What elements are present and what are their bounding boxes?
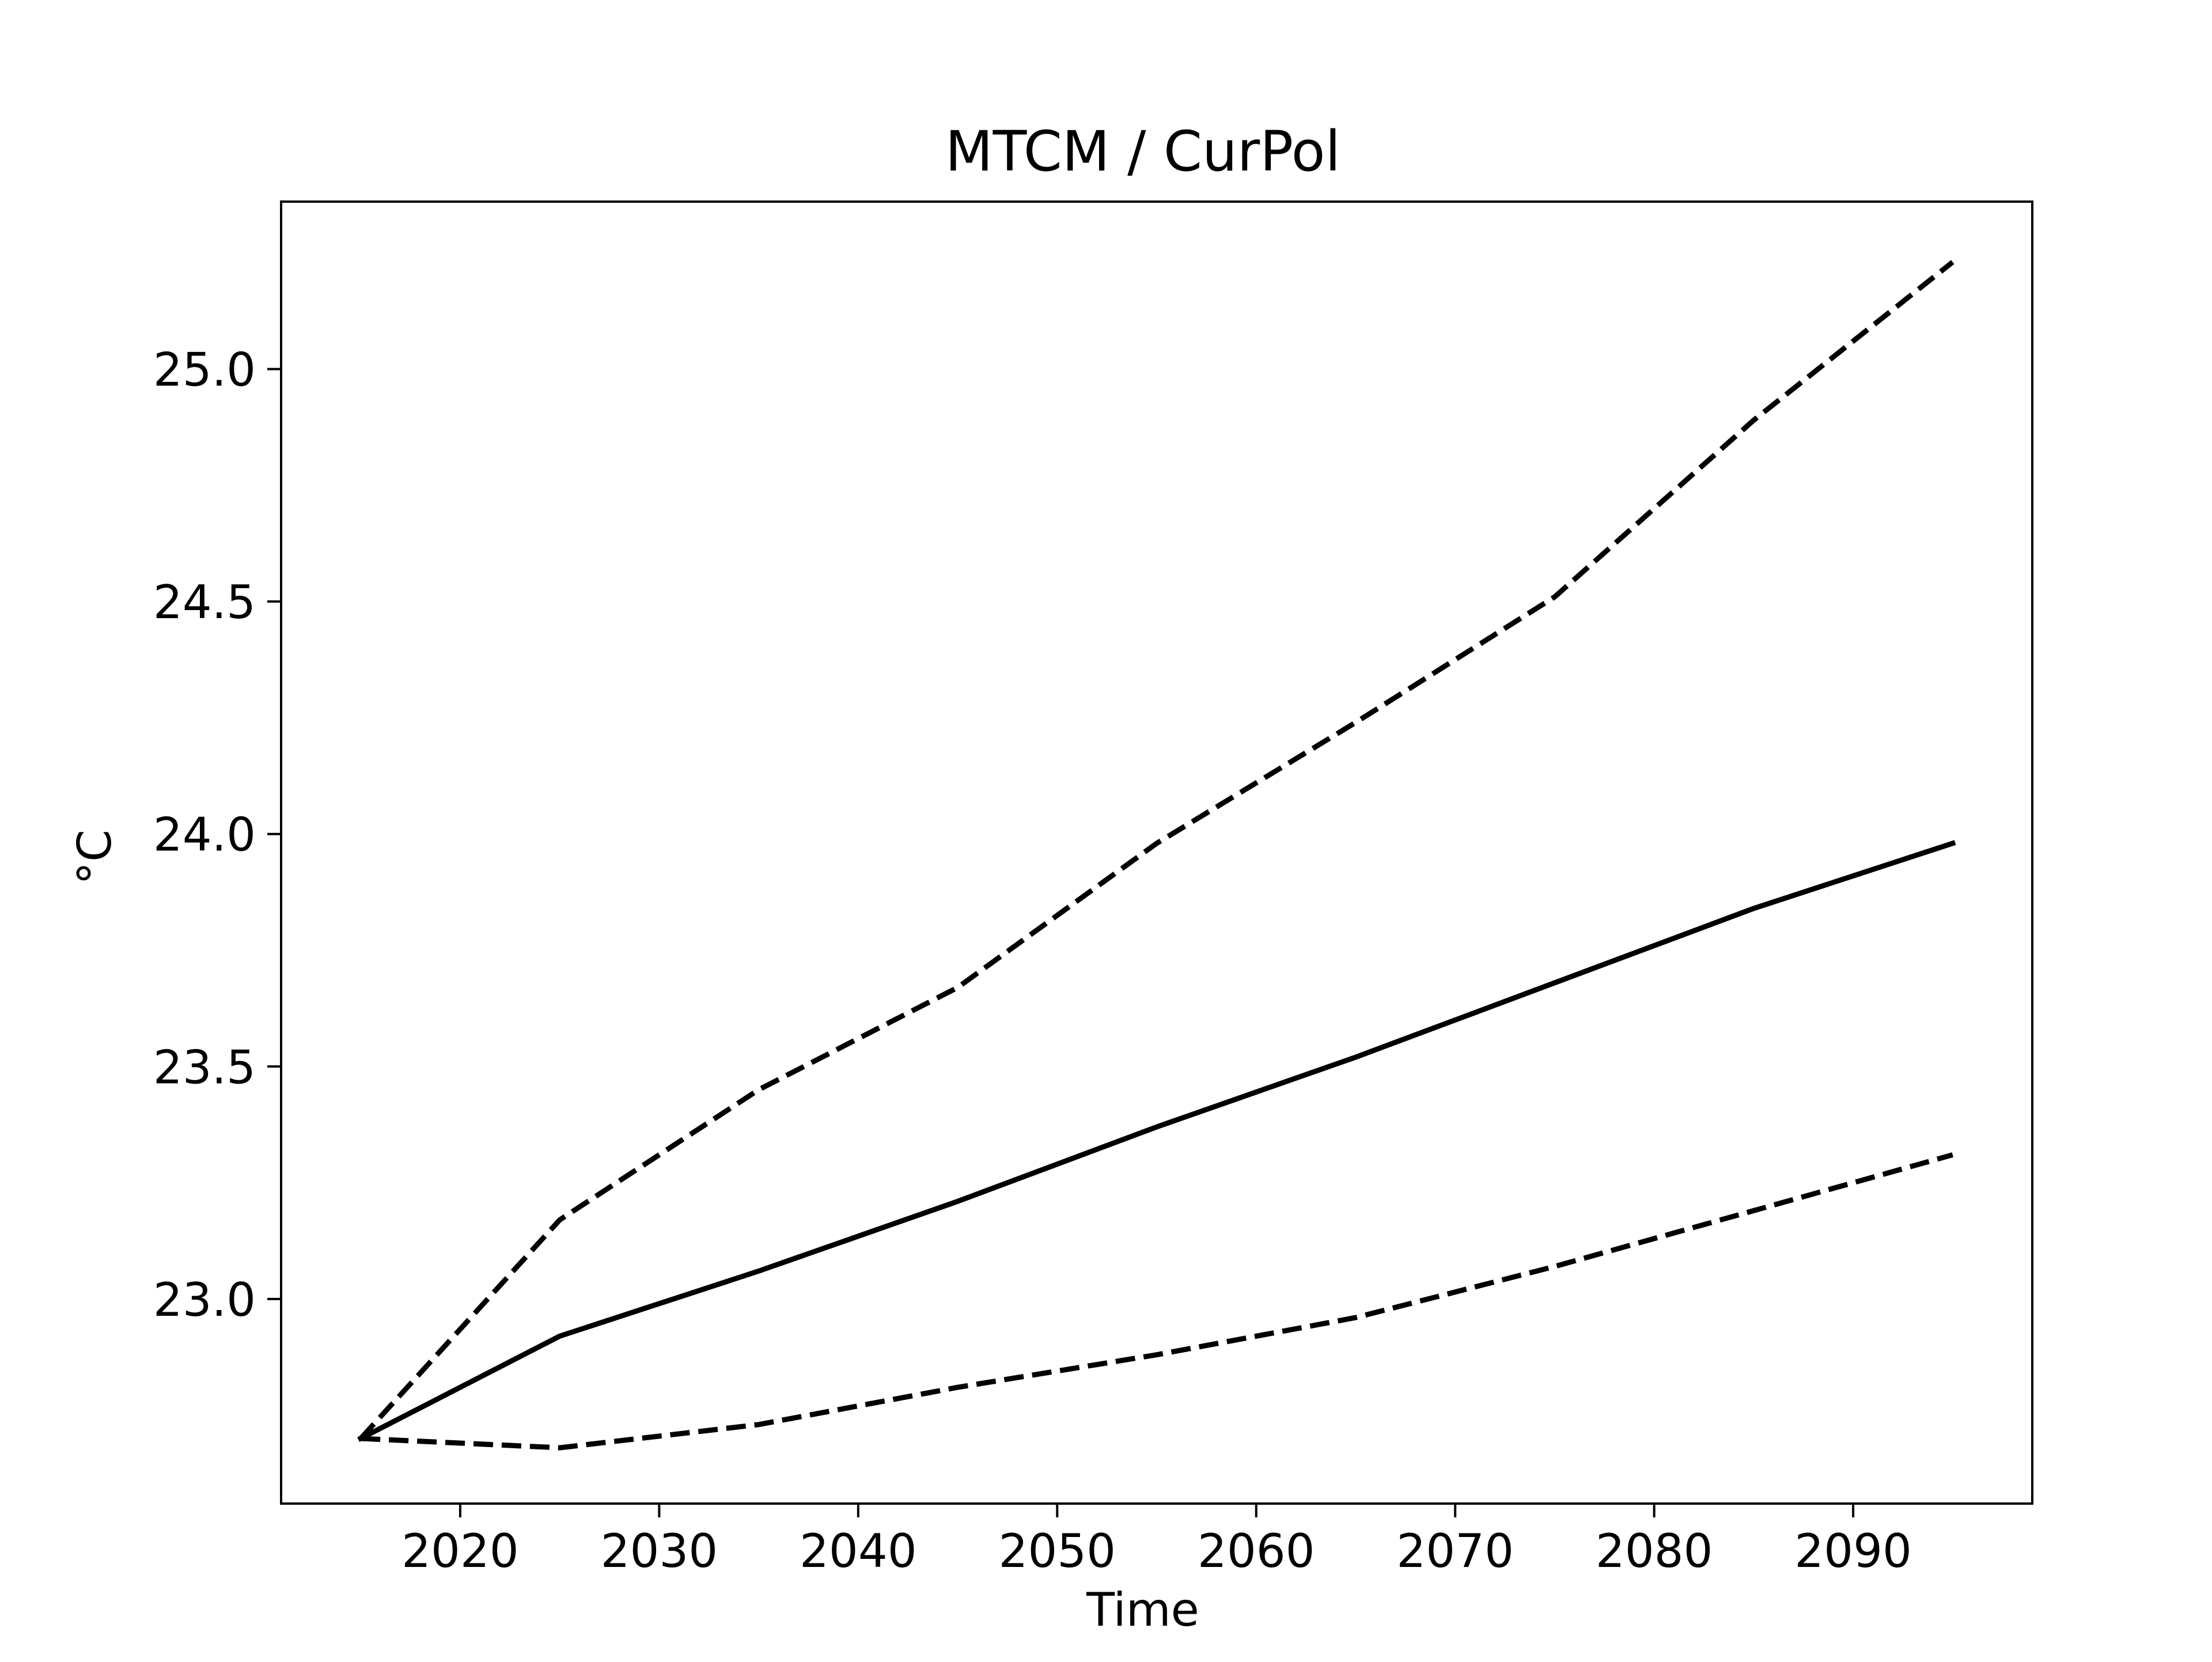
x-tick-label-2070: 2070 <box>1396 1524 1514 1578</box>
x-axis-label: Time <box>1086 1583 1199 1637</box>
y-tick-label-23.5: 23.5 <box>153 1040 256 1094</box>
series-line-2-solid <box>357 840 1956 1443</box>
plot-area: 2020 2030 2040 2050 2060 2070 2080 2090 23.0 23.5… <box>153 200 2033 1578</box>
y-tick-label-24.0: 24.0 <box>153 808 256 862</box>
series-line-3-dashed <box>360 1152 1954 1451</box>
x-tick-label-2090: 2090 <box>1794 1524 1912 1578</box>
plot-frame <box>280 200 2033 1505</box>
y-tick-label-23.0: 23.0 <box>153 1273 256 1327</box>
x-tick-label-2030: 2030 <box>601 1524 718 1578</box>
chart-title: MTCM / CurPol <box>945 119 1340 184</box>
x-tick-label-2060: 2060 <box>1198 1524 1315 1578</box>
x-tick-label-2020: 2020 <box>402 1524 519 1578</box>
x-tick-label-2080: 2080 <box>1596 1524 1713 1578</box>
y-axis-label: °C <box>68 830 122 885</box>
y-tick-label-25.0: 25.0 <box>153 343 256 397</box>
series-line-1-dashed <box>358 260 1955 1441</box>
x-tick-label-2050: 2050 <box>998 1524 1116 1578</box>
x-tick-label-2040: 2040 <box>800 1524 917 1578</box>
y-tick-label-24.5: 24.5 <box>153 576 256 629</box>
